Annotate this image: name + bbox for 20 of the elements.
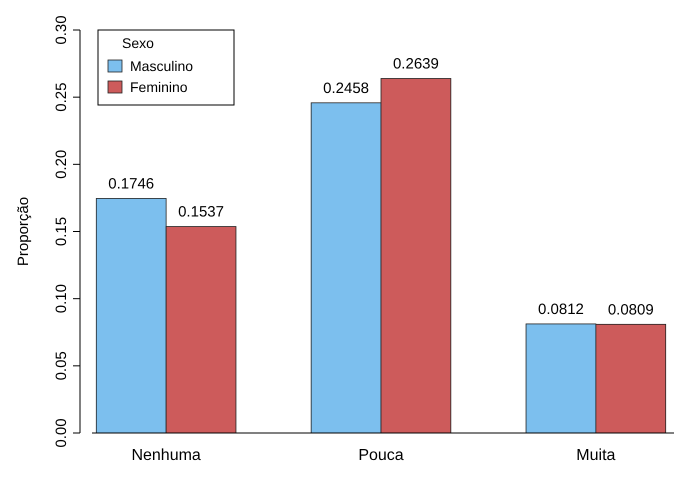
y-tick-label: 0.20 bbox=[53, 150, 70, 179]
x-tick-label: Nenhuma bbox=[131, 447, 201, 464]
y-tick-label: 0.10 bbox=[53, 284, 70, 314]
y-tick-label: 0.30 bbox=[53, 15, 70, 45]
x-tick-label: Muita bbox=[576, 447, 616, 464]
y-axis-title: Proporção bbox=[15, 196, 32, 266]
y-tick-label: 0.15 bbox=[53, 216, 70, 246]
legend-title: Sexo bbox=[122, 35, 154, 51]
y-tick-label: 0.00 bbox=[53, 418, 70, 448]
data-label: 0.2639 bbox=[392, 55, 439, 72]
y-tick-label: 0.05 bbox=[53, 351, 70, 380]
data-label: 0.1537 bbox=[178, 204, 224, 221]
legend-label: Feminino bbox=[130, 79, 188, 95]
legend-label: Masculino bbox=[130, 58, 194, 74]
data-label: 0.1746 bbox=[108, 175, 154, 192]
x-tick-label: Pouca bbox=[358, 447, 404, 464]
data-label: 0.2458 bbox=[323, 80, 370, 97]
y-tick-label: 0.25 bbox=[53, 82, 70, 112]
data-label: 0.0809 bbox=[608, 301, 654, 318]
data-label: 0.0812 bbox=[538, 300, 584, 318]
